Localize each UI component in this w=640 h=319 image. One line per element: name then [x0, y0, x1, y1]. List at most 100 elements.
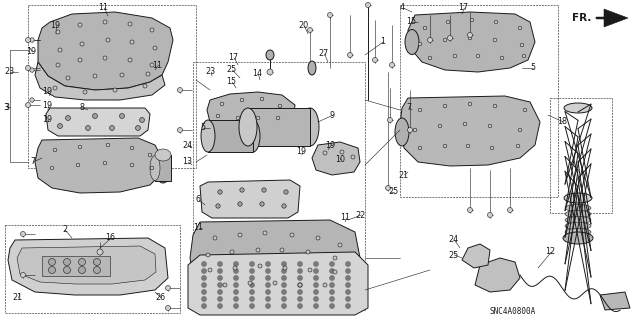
Ellipse shape: [565, 217, 591, 224]
Circle shape: [93, 114, 97, 118]
Circle shape: [177, 87, 182, 93]
Circle shape: [333, 256, 337, 260]
Text: SNC4A0800A: SNC4A0800A: [490, 308, 536, 316]
Circle shape: [256, 116, 260, 120]
Polygon shape: [207, 92, 295, 132]
Circle shape: [346, 262, 351, 266]
Circle shape: [520, 43, 524, 47]
Circle shape: [120, 73, 124, 77]
Circle shape: [463, 122, 467, 126]
Circle shape: [346, 303, 351, 308]
Text: 14: 14: [252, 70, 262, 78]
Circle shape: [250, 262, 255, 266]
Circle shape: [314, 290, 319, 294]
Circle shape: [26, 65, 31, 70]
Circle shape: [250, 283, 255, 287]
Circle shape: [93, 74, 97, 78]
Circle shape: [346, 290, 351, 294]
Circle shape: [500, 56, 504, 60]
Text: 8: 8: [80, 103, 85, 113]
Bar: [155, 155, 171, 181]
Circle shape: [413, 128, 417, 132]
Text: 22: 22: [355, 211, 365, 219]
Circle shape: [330, 276, 335, 280]
Text: 7: 7: [406, 103, 411, 113]
Bar: [5, 225, 180, 313]
Ellipse shape: [308, 61, 316, 75]
Circle shape: [278, 104, 282, 108]
Circle shape: [365, 3, 371, 8]
Circle shape: [234, 303, 239, 308]
Circle shape: [79, 258, 86, 265]
Circle shape: [282, 303, 287, 308]
Ellipse shape: [565, 211, 591, 218]
Circle shape: [488, 124, 492, 128]
Ellipse shape: [239, 108, 257, 146]
Ellipse shape: [155, 153, 171, 183]
Ellipse shape: [565, 222, 591, 229]
Text: 4: 4: [400, 4, 405, 12]
Circle shape: [56, 63, 60, 67]
Circle shape: [488, 212, 493, 218]
Circle shape: [218, 276, 223, 280]
Circle shape: [130, 146, 134, 150]
Circle shape: [234, 269, 239, 273]
Circle shape: [470, 18, 474, 22]
Circle shape: [113, 88, 117, 92]
Circle shape: [266, 283, 271, 287]
Circle shape: [120, 114, 125, 118]
Circle shape: [97, 249, 103, 255]
Polygon shape: [400, 96, 540, 166]
Circle shape: [250, 303, 255, 308]
Circle shape: [146, 72, 150, 76]
Circle shape: [240, 188, 244, 192]
Text: 19: 19: [325, 140, 335, 150]
Circle shape: [428, 56, 432, 60]
Circle shape: [248, 281, 252, 285]
Circle shape: [128, 58, 132, 62]
Circle shape: [298, 290, 303, 294]
Circle shape: [148, 153, 152, 157]
Bar: [208, 120, 253, 152]
Circle shape: [346, 283, 351, 287]
Circle shape: [20, 232, 26, 236]
Circle shape: [30, 98, 34, 102]
Circle shape: [50, 166, 54, 170]
Ellipse shape: [266, 50, 274, 60]
Circle shape: [256, 248, 260, 252]
Circle shape: [314, 262, 319, 266]
Ellipse shape: [155, 149, 171, 161]
Circle shape: [466, 144, 470, 148]
Circle shape: [276, 116, 280, 120]
Circle shape: [283, 266, 287, 270]
Circle shape: [346, 296, 351, 301]
Circle shape: [298, 262, 303, 266]
Circle shape: [518, 26, 522, 30]
Circle shape: [385, 186, 390, 190]
Polygon shape: [462, 244, 490, 268]
Ellipse shape: [563, 232, 593, 244]
Circle shape: [348, 53, 353, 57]
Circle shape: [216, 114, 220, 118]
Circle shape: [218, 190, 222, 194]
Text: 1: 1: [380, 38, 385, 47]
Text: 18: 18: [557, 117, 567, 127]
Circle shape: [298, 283, 303, 287]
Circle shape: [330, 303, 335, 308]
Circle shape: [323, 151, 327, 155]
Circle shape: [273, 281, 277, 285]
Text: 3: 3: [4, 102, 9, 112]
Circle shape: [66, 76, 70, 80]
Circle shape: [443, 104, 447, 108]
Circle shape: [106, 38, 110, 42]
Circle shape: [323, 283, 327, 287]
Circle shape: [266, 276, 271, 280]
Circle shape: [443, 144, 447, 148]
Ellipse shape: [405, 29, 419, 55]
Circle shape: [150, 63, 154, 67]
Circle shape: [220, 102, 224, 106]
Circle shape: [266, 269, 271, 273]
Circle shape: [282, 290, 287, 294]
Circle shape: [518, 128, 522, 132]
Circle shape: [298, 269, 303, 273]
